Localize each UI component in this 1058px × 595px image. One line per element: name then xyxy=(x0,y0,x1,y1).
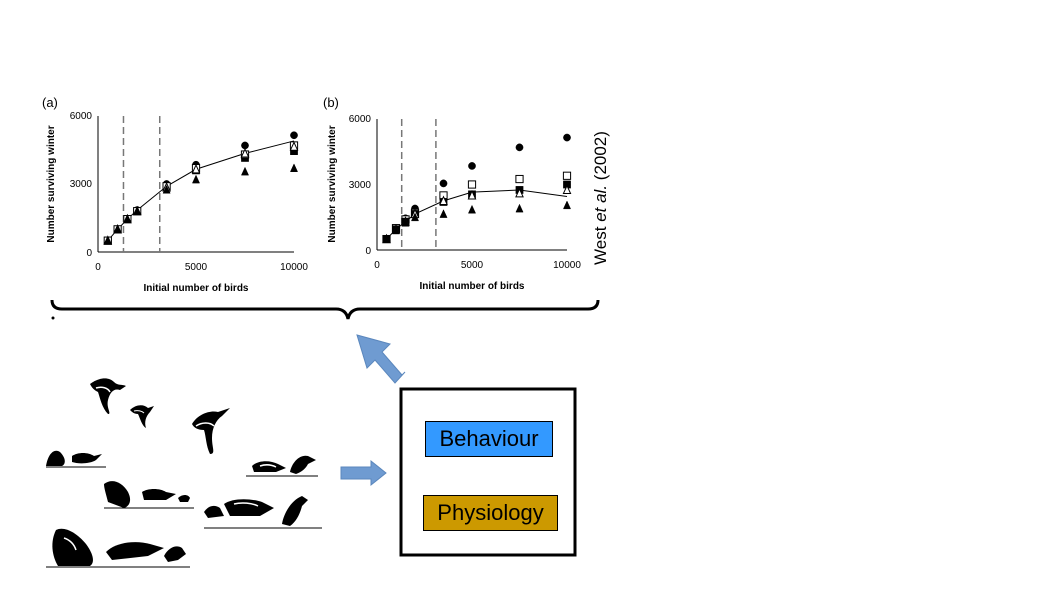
data-point-b-circle-filled-4 xyxy=(439,179,448,188)
data-point-b-circle-filled-6 xyxy=(515,143,524,152)
data-point-a-triangle-filled-6 xyxy=(241,166,249,176)
data-point-b-triangle-filled-6 xyxy=(515,203,524,213)
y-tick-b-0: 0 xyxy=(365,246,371,257)
mechanism-box xyxy=(399,387,577,557)
data-point-b-triangle-filled-1 xyxy=(392,225,400,235)
data-point-a-triangle-filled-0 xyxy=(103,235,112,245)
y-tick-a-1: 3000 xyxy=(70,179,93,190)
data-point-a-triangle-open-6 xyxy=(240,148,250,158)
physiology-box: Physiology xyxy=(423,495,558,531)
y-tick-a-2: 6000 xyxy=(70,111,93,122)
data-point-b-square-open-6 xyxy=(515,174,524,184)
right-arrow xyxy=(340,459,387,487)
x-tick-a-1: 5000 xyxy=(185,262,208,273)
chart-panel-a: (a) 0 3000 6000 0 5000 10000 Initial num… xyxy=(42,95,308,294)
data-point-b-triangle-filled-2 xyxy=(401,217,410,227)
data-point-b-triangle-open-5 xyxy=(467,190,477,200)
y-tick-b-2: 6000 xyxy=(349,114,372,125)
data-point-a-triangle-filled-5 xyxy=(192,174,200,184)
y-tick-a-0: 0 xyxy=(86,248,92,259)
data-point-a-triangle-filled-4 xyxy=(162,184,171,194)
panel-label-a: (a) xyxy=(42,95,58,110)
data-point-a-triangle-filled-7 xyxy=(290,163,298,172)
x-tick-b-2: 10000 xyxy=(553,260,581,271)
x-axis-title-a: Initial number of birds xyxy=(143,283,248,294)
citation-text: West et al. (2002) xyxy=(591,131,610,265)
x-tick-a-2: 10000 xyxy=(280,262,308,273)
data-point-a-circle-filled-7 xyxy=(290,131,298,140)
x-tick-a-0: 0 xyxy=(95,262,101,273)
fit-line-a xyxy=(107,140,295,241)
data-point-b-triangle-filled-4 xyxy=(439,209,448,218)
bird-illustration xyxy=(46,378,322,568)
x-tick-b-1: 5000 xyxy=(461,260,484,271)
y-axis-title-b: Number surviving winter xyxy=(327,125,338,242)
data-point-b-circle-filled-7 xyxy=(563,133,571,142)
chart-panel-b: (b) 0 3000 6000 0 5000 10000 Initial num… xyxy=(323,95,581,292)
data-point-a-triangle-filled-1 xyxy=(113,224,122,234)
ground-bird-5 xyxy=(46,528,190,568)
ground-bird-3 xyxy=(104,481,194,509)
x-tick-b-0: 0 xyxy=(374,260,380,271)
data-point-a-circle-filled-6 xyxy=(241,141,249,150)
curly-brace xyxy=(50,299,600,320)
data-point-b-square-open-5 xyxy=(467,180,477,189)
y-axis-title-a: Number surviving winter xyxy=(46,125,57,242)
small-dot xyxy=(51,316,55,320)
flying-bird-1 xyxy=(90,378,126,414)
data-point-b-triangle-open-7 xyxy=(562,184,572,195)
chart-marks-b xyxy=(382,119,572,250)
data-point-b-triangle-open-6 xyxy=(515,187,524,198)
y-tick-b-1: 3000 xyxy=(349,180,372,191)
x-axis-title-b: Initial number of birds xyxy=(419,281,524,292)
up-left-arrow xyxy=(356,334,406,384)
data-point-b-triangle-filled-0 xyxy=(382,234,391,243)
data-point-a-triangle-filled-2 xyxy=(123,214,132,223)
data-point-b-triangle-filled-5 xyxy=(468,204,476,214)
ground-bird-1 xyxy=(46,450,106,468)
data-point-a-triangle-open-5 xyxy=(191,163,201,174)
ground-bird-2 xyxy=(246,455,318,477)
data-point-a-triangle-filled-3 xyxy=(133,206,142,216)
flying-bird-2 xyxy=(130,405,154,428)
data-point-b-circle-filled-5 xyxy=(468,162,476,170)
panel-label-b: (b) xyxy=(323,95,339,110)
data-point-b-triangle-open-4 xyxy=(439,195,448,205)
ground-bird-4 xyxy=(204,496,322,529)
flying-bird-3 xyxy=(192,408,230,454)
chart-marks-a xyxy=(103,116,299,252)
data-point-a-triangle-open-7 xyxy=(289,141,299,151)
data-point-b-triangle-filled-7 xyxy=(563,200,571,210)
data-point-b-triangle-filled-3 xyxy=(411,212,419,222)
behaviour-box: Behaviour xyxy=(425,421,553,457)
data-point-b-square-open-7 xyxy=(562,171,572,180)
